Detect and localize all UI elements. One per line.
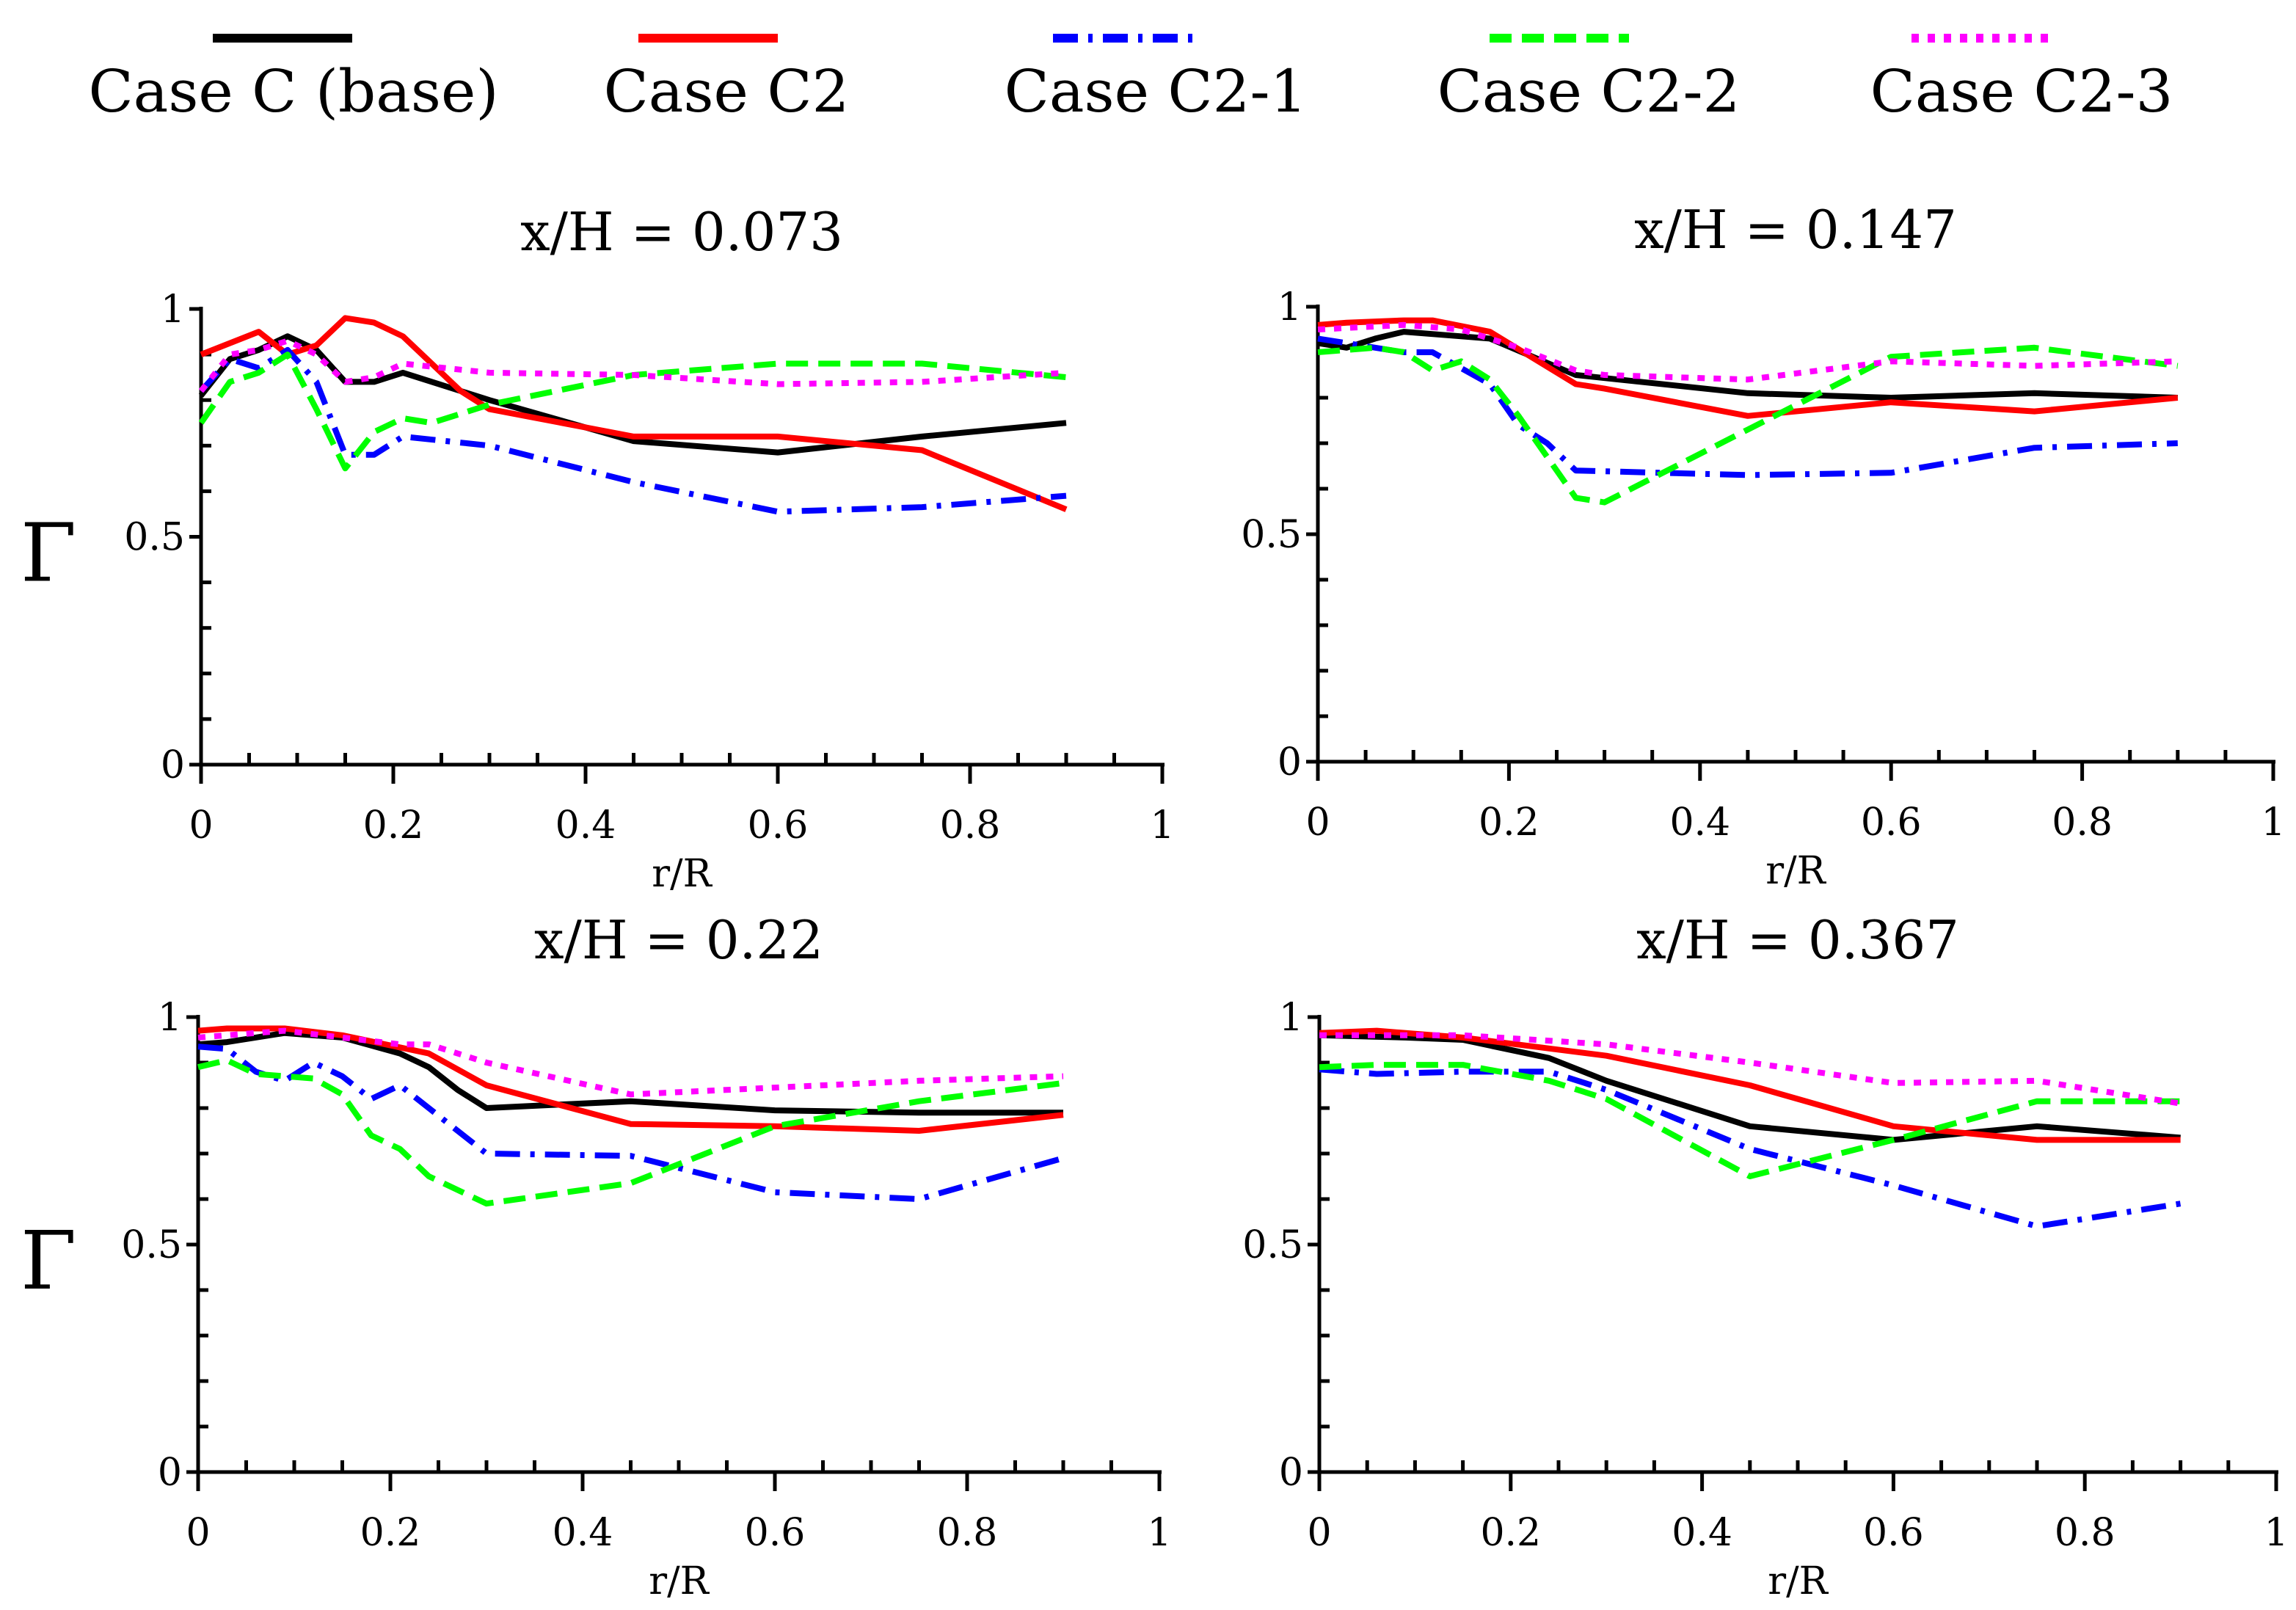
x-axis-label: r/R [652, 852, 713, 896]
x-tick-label: 0.4 [1672, 1511, 1732, 1555]
x-tick-label: 0.4 [553, 1511, 613, 1555]
y-tick-label: 0 [158, 1451, 182, 1495]
x-tick-label: 0.2 [360, 1511, 421, 1555]
series-line-case-c2-3 [198, 338, 1067, 393]
x-axis-label: r/R [1768, 1559, 1829, 1603]
panel-title: x/H = 0.073 [520, 201, 843, 263]
x-tick-label: 0.2 [1480, 1511, 1541, 1555]
panel-2: x/H = 0.22 0 0.5 1 0 0.2 0.4 0.6 0.8 1 r/R Γ [21, 909, 1172, 1603]
x-tick-label: 0 [189, 804, 213, 848]
x-axis-label: r/R [1765, 849, 1826, 893]
x-tick-label: 0.4 [1669, 801, 1730, 845]
y-tick-label: 0.5 [1241, 513, 1302, 557]
panel-title: x/H = 0.367 [1636, 909, 1959, 971]
x-tick-label: 0.6 [1861, 801, 1922, 845]
series-line-case-c-base- [197, 1030, 1063, 1116]
x-tick-label: 0.6 [745, 1511, 806, 1555]
y-tick-label: 0.5 [1242, 1223, 1303, 1267]
y-tick-label: 1 [158, 996, 182, 1040]
legend-label-3: Case C2-2 [1437, 57, 1741, 125]
panel-title: x/H = 0.147 [1634, 199, 1957, 261]
x-tick-label: 1 [1150, 804, 1174, 848]
y-tick-label: 0 [161, 743, 185, 787]
y-tick-label: 0.5 [124, 516, 185, 560]
series-line-case-c2 [1317, 317, 2179, 419]
y-tick-label: 0 [1278, 740, 1302, 784]
x-tick-label: 0.8 [937, 1511, 998, 1555]
series-line-case-c2-1 [1317, 335, 2178, 478]
x-tick-label: 0 [186, 1511, 210, 1555]
series-line-case-c2-2 [1319, 1062, 2181, 1179]
y-tick-label: 0 [1279, 1451, 1303, 1495]
panels: x/H = 0.073 0 0.5 1 0 0.2 0.4 0.6 0.8 1 r/R Γx/H = … [21, 199, 2289, 1603]
y-axis-label: Γ [21, 506, 76, 600]
series-line-case-c2-2 [197, 1057, 1064, 1207]
x-tick-label: 0.8 [2055, 1511, 2115, 1555]
y-tick-label: 1 [1279, 996, 1303, 1040]
legend: Case C (base) Case C2 Case C2-1 Case C2-2 Ca… [88, 34, 2173, 125]
x-tick-label: 0.2 [363, 804, 424, 848]
panel-3: x/H = 0.367 0 0.5 1 0 0.2 0.4 0.6 0.8 1 r/R [1242, 909, 2288, 1603]
legend-label-0: Case C (base) [88, 57, 498, 125]
x-tick-label: 1 [1147, 1511, 1171, 1555]
legend-label-1: Case C2 [604, 57, 850, 125]
series-line-case-c2-1 [199, 346, 1067, 515]
y-axis-label: Γ [21, 1214, 76, 1308]
x-tick-label: 0.6 [1863, 1511, 1924, 1555]
series-line-case-c2-3 [197, 1027, 1064, 1098]
series-line-case-c2-1 [1319, 1066, 2182, 1230]
x-tick-label: 0.8 [940, 804, 1001, 848]
x-tick-label: 0 [1307, 1511, 1331, 1555]
x-tick-label: 0 [1305, 801, 1330, 845]
legend-label-2: Case C2-1 [1005, 57, 1308, 125]
x-tick-label: 0.2 [1479, 801, 1539, 845]
legend-label-4: Case C2-3 [1870, 57, 2173, 125]
y-tick-label: 0.5 [121, 1223, 182, 1267]
y-tick-label: 1 [161, 288, 185, 332]
x-tick-label: 1 [2264, 1511, 2288, 1555]
x-tick-label: 0.8 [2052, 801, 2113, 845]
series-line-case-c-base- [1319, 1032, 2181, 1143]
panel-0: x/H = 0.073 0 0.5 1 0 0.2 0.4 0.6 0.8 1 r/R Γ [21, 201, 1175, 896]
x-tick-label: 0.6 [748, 804, 809, 848]
x-tick-label: 0.4 [555, 804, 616, 848]
series-line-case-c2-3 [1319, 1032, 2182, 1107]
series-line-case-c2-2 [198, 351, 1067, 472]
series-line-case-c2-3 [1317, 321, 2178, 383]
series-line-case-c2-2 [1317, 344, 2179, 506]
series-line-case-c-base- [1317, 329, 2178, 401]
panel-1: x/H = 0.147 0 0.5 1 0 0.2 0.4 0.6 0.8 1 r/R [1241, 199, 2285, 893]
x-tick-label: 1 [2261, 801, 2285, 845]
y-tick-label: 1 [1278, 285, 1302, 329]
panel-title: x/H = 0.22 [534, 909, 823, 971]
x-axis-label: r/R [649, 1559, 710, 1603]
series-line-case-c2 [1319, 1027, 2181, 1143]
series-line-case-c2 [197, 1025, 1064, 1134]
